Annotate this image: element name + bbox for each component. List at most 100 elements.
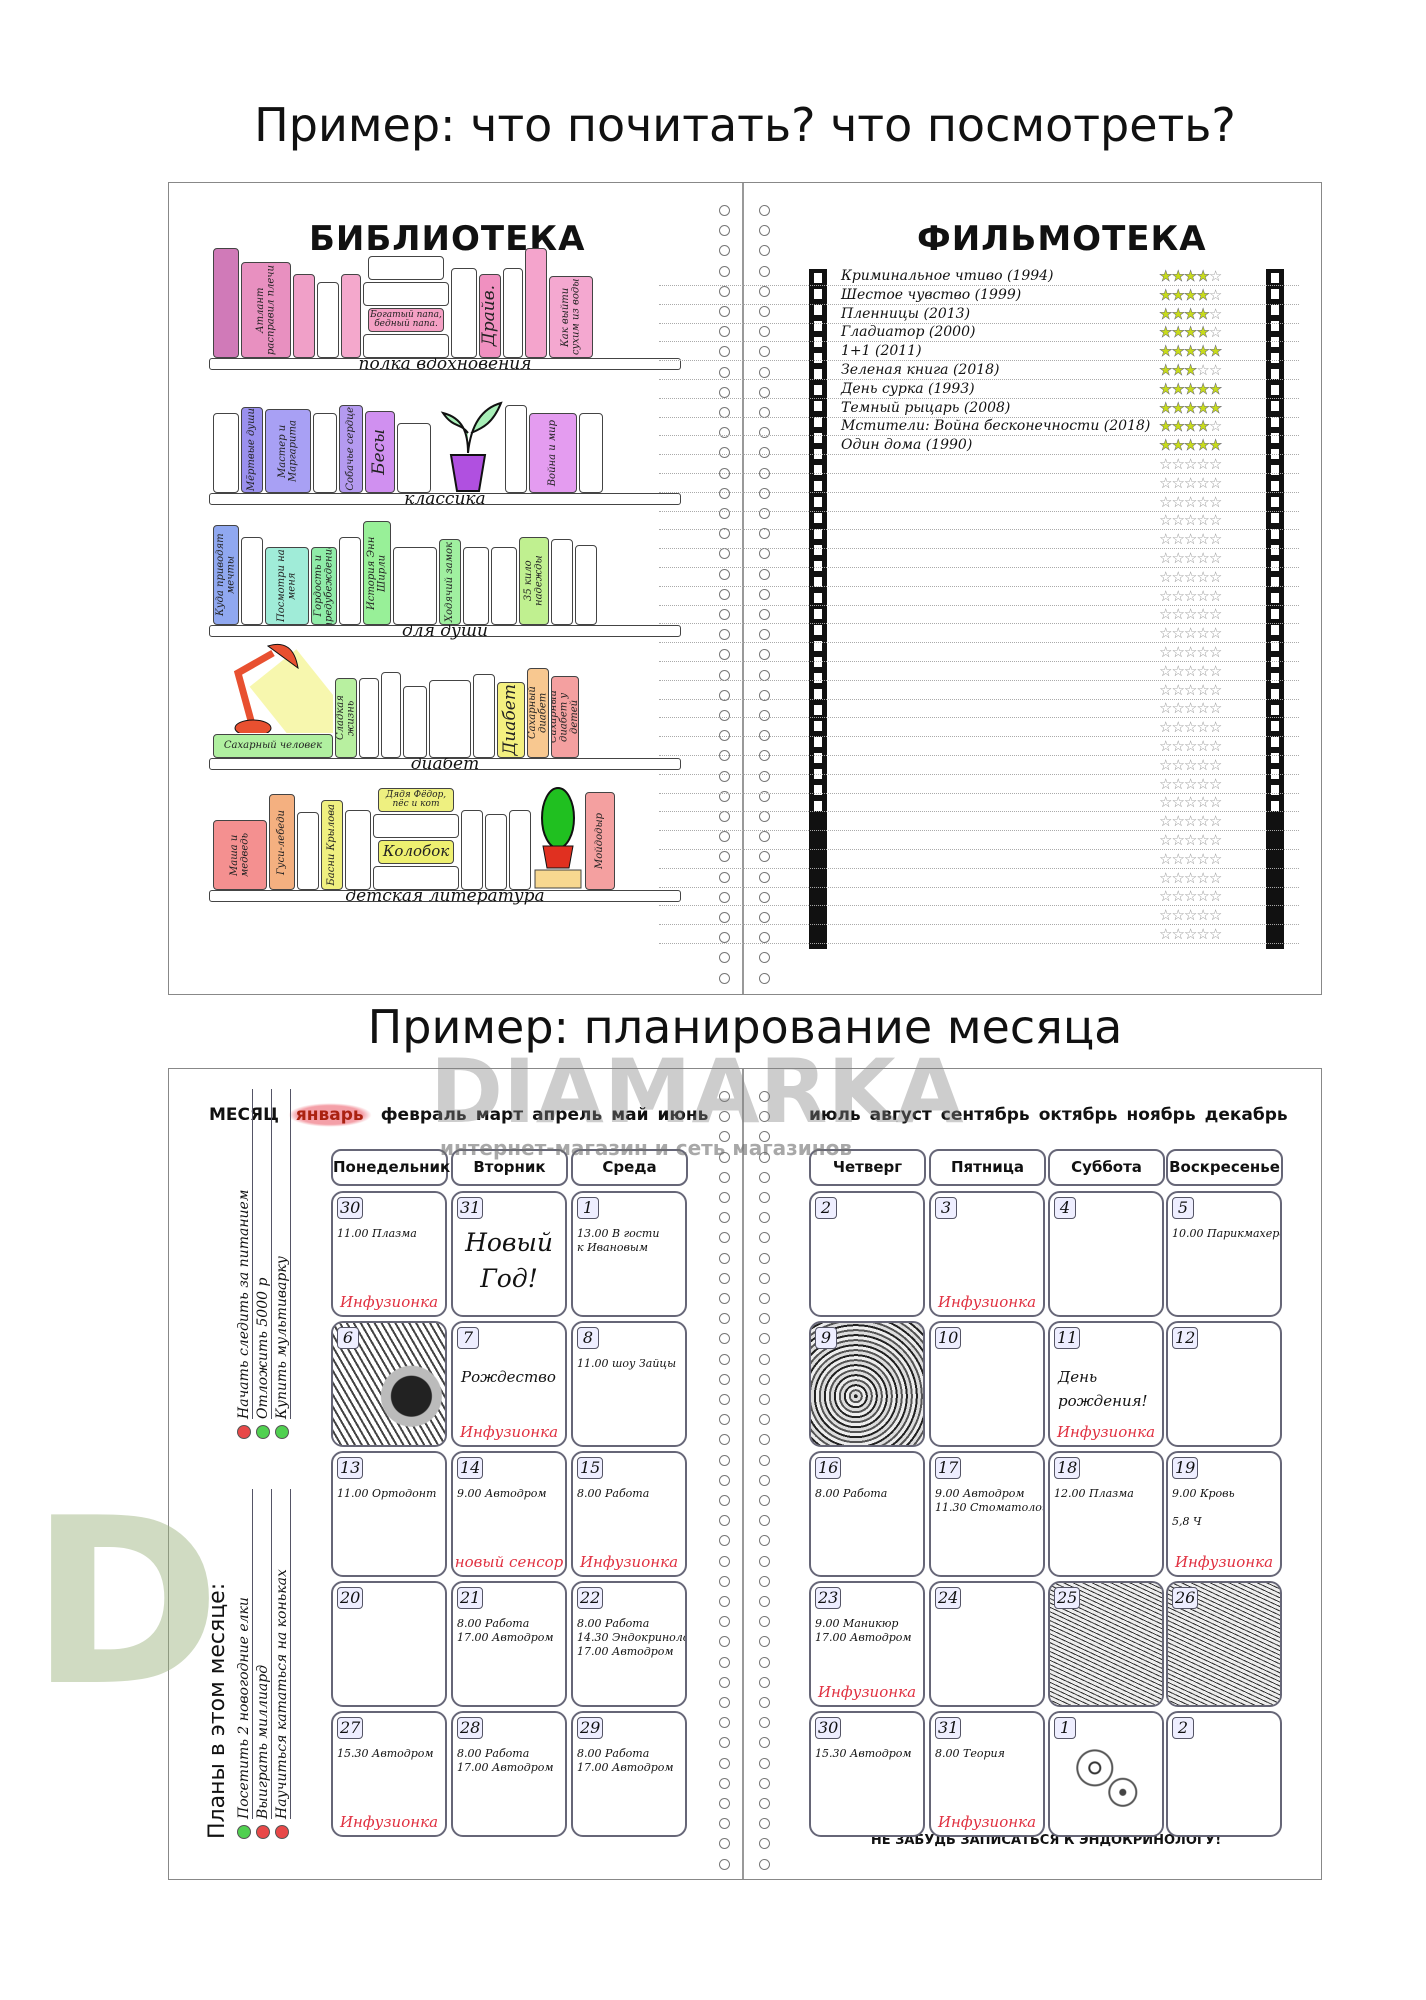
book[interactable]: Дядя Фёдор, пёс и кот — [378, 788, 454, 812]
star-rating[interactable]: ☆☆☆☆☆ — [1159, 568, 1222, 586]
film-row[interactable]: ☆☆☆☆☆ — [659, 643, 1299, 662]
calendar-day-cell[interactable]: 15 8.00 Работа Инфузионка — [571, 1451, 687, 1577]
star-rating[interactable]: ☆☆☆☆☆ — [1159, 793, 1222, 811]
film-row[interactable]: ☆☆☆☆☆ — [659, 568, 1299, 587]
film-row[interactable]: ☆☆☆☆☆ — [659, 511, 1299, 531]
book[interactable]: Богатый папа, бедный папа. — [368, 308, 444, 332]
book[interactable] — [313, 413, 337, 493]
book[interactable] — [339, 537, 361, 625]
calendar-day-cell[interactable]: 30 11.00 Плазма Инфузионка — [331, 1191, 447, 1317]
month-октябрь[interactable]: октябрь — [1038, 1105, 1118, 1125]
star-rating[interactable]: ★★★★☆ — [1159, 417, 1223, 436]
book[interactable]: Сладкая жизнь — [335, 678, 357, 758]
calendar-day-cell[interactable]: 5 10.00 Парикмахерская — [1166, 1191, 1282, 1317]
book[interactable] — [373, 866, 459, 890]
book[interactable]: Собачье сердце — [339, 405, 363, 493]
month-январь[interactable]: январь — [287, 1103, 372, 1127]
book[interactable]: Басни Крылова — [321, 800, 343, 890]
plan-item[interactable]: Купить мультиварку — [273, 1089, 291, 1439]
book[interactable]: Мёртвые души — [241, 407, 263, 493]
calendar-day-cell[interactable]: 10 — [929, 1321, 1045, 1447]
book[interactable] — [293, 274, 315, 358]
film-row[interactable]: ☆☆☆☆☆ — [659, 775, 1299, 794]
star-rating[interactable]: ☆☆☆☆☆ — [1159, 493, 1222, 511]
film-row[interactable]: ☆☆☆☆☆ — [659, 887, 1299, 907]
calendar-day-cell[interactable]: 25 — [1048, 1581, 1164, 1707]
star-rating[interactable]: ☆☆☆☆☆ — [1159, 605, 1222, 623]
film-row[interactable]: ☆☆☆☆☆ — [659, 812, 1299, 832]
calendar-day-cell[interactable]: 26 — [1166, 1581, 1282, 1707]
plan-item[interactable]: Начать следить за питанием — [235, 1089, 253, 1439]
book[interactable] — [509, 810, 531, 890]
book[interactable] — [297, 812, 319, 890]
film-row[interactable]: ☆☆☆☆☆ — [659, 587, 1299, 606]
calendar-day-cell[interactable]: 1 13.00 В гости к Ивановым — [571, 1191, 687, 1317]
book[interactable] — [461, 810, 483, 890]
star-rating[interactable]: ☆☆☆☆☆ — [1159, 455, 1222, 473]
film-row[interactable]: Гладиатор (2000) ★★★★☆ — [659, 323, 1299, 343]
book[interactable] — [363, 334, 449, 358]
book[interactable] — [485, 814, 507, 890]
calendar-day-cell[interactable]: 23 9.00 Маникюр 17.00 Автодром Инфузионка — [809, 1581, 925, 1707]
plan-item[interactable]: Выиграть миллиард — [254, 1489, 272, 1839]
star-rating[interactable]: ☆☆☆☆☆ — [1159, 775, 1222, 793]
calendar-day-cell[interactable]: 19 9.00 Кровь 5,8 Ч Инфузионка — [1166, 1451, 1282, 1577]
calendar-day-cell[interactable]: 14 9.00 Автодром новый сенсор — [451, 1451, 567, 1577]
calendar-day-cell[interactable]: 28 8.00 Работа 17.00 Автодром — [451, 1711, 567, 1837]
plan-item[interactable]: Посетить 2 новогодние елки — [235, 1489, 253, 1839]
book[interactable] — [213, 413, 239, 493]
book[interactable] — [368, 256, 444, 280]
book[interactable]: Сахарный диабет — [527, 668, 549, 758]
film-row[interactable]: ☆☆☆☆☆ — [659, 925, 1299, 944]
book[interactable] — [213, 248, 239, 358]
film-row[interactable]: Шестое чувство (1999) ★★★★☆ — [659, 286, 1299, 305]
book[interactable]: Война и мир — [529, 413, 577, 493]
star-rating[interactable]: ☆☆☆☆☆ — [1159, 756, 1222, 774]
book[interactable]: Сахарный диабет у детей — [551, 676, 579, 758]
calendar-day-cell[interactable]: 31 Новый Год! — [451, 1191, 567, 1317]
calendar-day-cell[interactable]: 17 9.00 Автодром 11.30 Стоматолог — [929, 1451, 1045, 1577]
calendar-day-cell[interactable]: 1 — [1048, 1711, 1164, 1837]
book[interactable] — [451, 268, 477, 358]
star-rating[interactable]: ★★★★☆ — [1159, 267, 1223, 286]
film-row[interactable]: ☆☆☆☆☆ — [659, 662, 1299, 681]
book[interactable] — [473, 674, 495, 758]
book[interactable]: Атлант расправил плечи — [241, 262, 291, 358]
film-row[interactable]: ☆☆☆☆☆ — [659, 718, 1299, 738]
star-rating[interactable]: ☆☆☆☆☆ — [1159, 643, 1222, 661]
star-rating[interactable]: ★★★★★ — [1159, 398, 1223, 417]
film-row[interactable]: ☆☆☆☆☆ — [659, 850, 1299, 869]
book[interactable] — [241, 537, 263, 625]
film-row[interactable]: ☆☆☆☆☆ — [659, 793, 1299, 813]
calendar-day-cell[interactable]: 22 8.00 Работа 14.30 Эндокринолог 17.00 Авт… — [571, 1581, 687, 1707]
star-rating[interactable]: ☆☆☆☆☆ — [1159, 624, 1222, 642]
book[interactable]: Диабет — [497, 682, 525, 758]
star-rating[interactable]: ☆☆☆☆☆ — [1159, 549, 1222, 567]
calendar-day-cell[interactable]: 18 12.00 Плазма — [1048, 1451, 1164, 1577]
film-row[interactable]: Криминальное чтиво (1994) ★★★★☆ — [659, 267, 1299, 286]
calendar-day-cell[interactable]: 2 — [1166, 1711, 1282, 1837]
calendar-day-cell[interactable]: 29 8.00 Работа 17.00 Автодром — [571, 1711, 687, 1837]
film-row[interactable]: ☆☆☆☆☆ — [659, 493, 1299, 512]
calendar-day-cell[interactable]: 11 День рождения! Инфузионка — [1048, 1321, 1164, 1447]
star-rating[interactable]: ★★★★★ — [1159, 380, 1223, 399]
book[interactable] — [359, 678, 379, 758]
film-row[interactable]: ☆☆☆☆☆ — [659, 681, 1299, 700]
star-rating[interactable]: ☆☆☆☆☆ — [1159, 662, 1222, 680]
book[interactable] — [579, 413, 603, 493]
book[interactable] — [503, 268, 523, 358]
star-rating[interactable]: ☆☆☆☆☆ — [1159, 869, 1222, 887]
book[interactable]: История Энн Ширли — [363, 521, 391, 625]
calendar-day-cell[interactable]: 31 8.00 Теория Инфузионка — [929, 1711, 1045, 1837]
calendar-day-cell[interactable]: 4 — [1048, 1191, 1164, 1317]
star-rating[interactable]: ★★★★☆ — [1159, 323, 1223, 342]
film-row[interactable]: ☆☆☆☆☆ — [659, 737, 1299, 756]
book[interactable]: 35 кило надежды — [519, 537, 549, 625]
calendar-day-cell[interactable]: 2 — [809, 1191, 925, 1317]
film-row[interactable]: Зеленая книга (2018) ★★★☆☆ — [659, 361, 1299, 380]
book[interactable] — [463, 547, 489, 625]
book[interactable] — [491, 547, 517, 625]
book[interactable]: Мойдодыр — [585, 792, 615, 890]
film-row[interactable]: ☆☆☆☆☆ — [659, 906, 1299, 926]
star-rating[interactable]: ☆☆☆☆☆ — [1159, 699, 1222, 717]
